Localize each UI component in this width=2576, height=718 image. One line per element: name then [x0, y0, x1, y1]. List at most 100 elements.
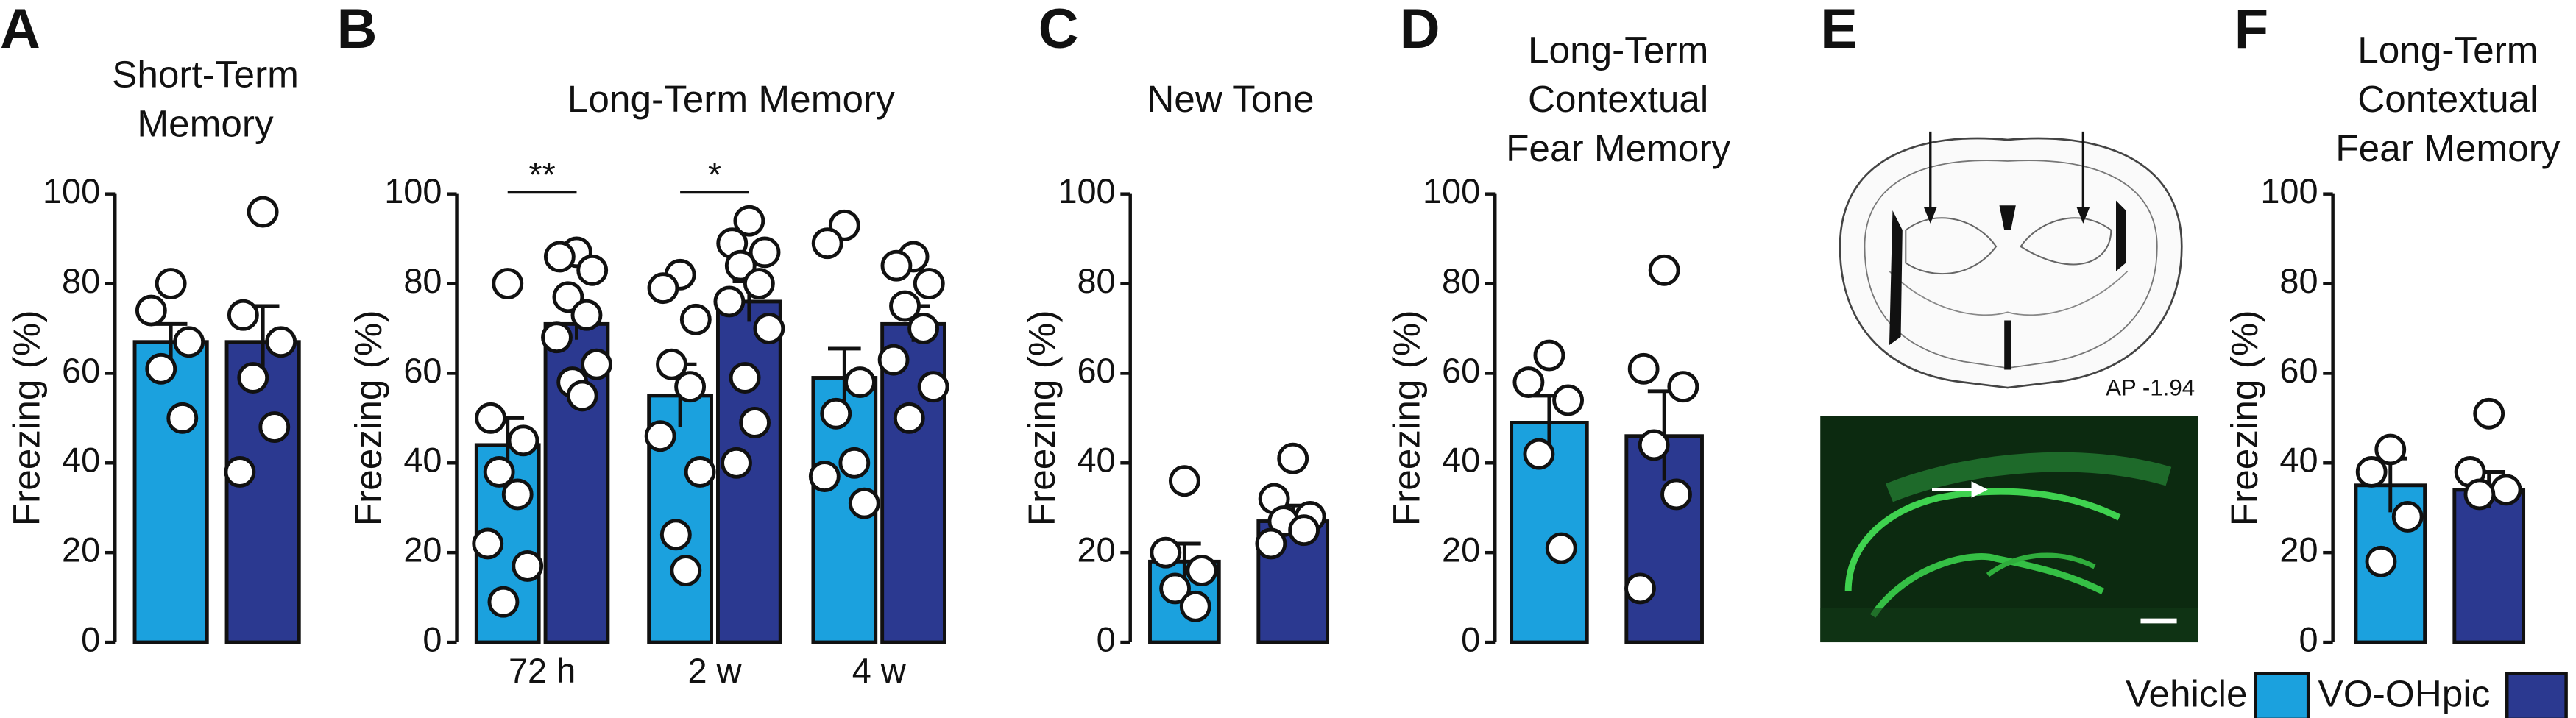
data-point	[749, 236, 781, 269]
x-tick-label: 4 w	[852, 652, 906, 690]
data-point	[258, 411, 291, 443]
y-tick-label: 60	[1442, 352, 1480, 390]
data-point	[2473, 397, 2505, 430]
data-point	[581, 348, 612, 380]
data-point	[501, 478, 534, 511]
chart-title: Short-Term	[112, 54, 299, 96]
data-point	[917, 371, 949, 403]
bar	[132, 340, 209, 644]
data-point	[647, 272, 679, 305]
y-tick-label: 40	[403, 441, 442, 480]
y-tick-label: 0	[422, 620, 442, 658]
atlas-image: AP -1.94	[1820, 118, 2198, 411]
data-point	[224, 456, 256, 488]
data-point	[907, 313, 939, 344]
y-tick-label: 40	[1077, 441, 1115, 480]
chart-title: Long-Term	[1528, 29, 1708, 71]
data-point	[472, 527, 504, 560]
error-bar	[828, 346, 861, 408]
data-point	[659, 519, 692, 551]
y-tick-label: 100	[384, 172, 442, 210]
y-axis-label: Freezing (%)	[347, 310, 389, 526]
data-point	[1277, 442, 1309, 474]
chart-title: Fear Memory	[2335, 127, 2560, 169]
y-tick-label: 20	[62, 531, 100, 569]
data-point	[724, 249, 757, 282]
x-tick-label: 72 h	[509, 652, 576, 690]
data-point	[1186, 555, 1218, 586]
y-axis-label: Freezing (%)	[6, 310, 48, 526]
y-tick-label: 100	[1058, 172, 1115, 210]
y-tick-label: 80	[1077, 262, 1115, 300]
chart-title: Long-Term Memory	[567, 78, 895, 120]
data-point	[1523, 438, 1555, 470]
y-tick-label: 0	[81, 620, 100, 658]
data-point	[753, 313, 785, 344]
data-point	[2490, 474, 2522, 506]
y-tick-label: 0	[1461, 620, 1480, 658]
data-point	[227, 299, 259, 331]
data-point	[1545, 532, 1577, 564]
data-point	[2355, 456, 2388, 488]
data-point	[721, 447, 752, 479]
data-point	[1667, 371, 1699, 403]
data-point	[811, 227, 843, 260]
panel-letter: E	[1820, 0, 1858, 60]
data-point	[644, 420, 676, 452]
data-point	[848, 487, 880, 519]
data-point	[173, 326, 205, 358]
legend-swatch	[2254, 672, 2310, 718]
data-point	[889, 290, 921, 322]
legend-swatch	[2505, 672, 2568, 718]
data-point	[684, 456, 716, 488]
data-point	[247, 196, 279, 228]
panel-letter: B	[337, 0, 378, 60]
y-tick-label: 80	[2279, 262, 2318, 300]
data-point	[566, 380, 598, 412]
data-point	[739, 407, 771, 438]
y-tick-label: 60	[2279, 352, 2318, 390]
data-point	[733, 205, 765, 237]
y-axis-label: Freezing (%)	[1021, 310, 1063, 526]
y-tick-label: 80	[1442, 262, 1480, 300]
data-point	[265, 326, 297, 358]
data-point	[145, 352, 177, 385]
data-point	[135, 294, 167, 327]
y-tick-label: 0	[2299, 620, 2318, 658]
data-point	[2374, 433, 2407, 466]
y-tick-label: 100	[2260, 172, 2318, 210]
data-point	[880, 249, 913, 282]
y-tick-label: 100	[1423, 172, 1480, 210]
data-point	[2365, 545, 2397, 577]
data-point	[1288, 514, 1320, 547]
panel-letter: F	[2234, 0, 2268, 60]
y-tick-label: 40	[1442, 441, 1480, 480]
data-point	[1638, 429, 1670, 461]
data-point	[844, 366, 876, 399]
data-point	[166, 402, 199, 434]
y-tick-label: 40	[2279, 441, 2318, 480]
y-tick-label: 80	[403, 262, 442, 300]
chart-title: Fear Memory	[1506, 127, 1730, 169]
significance-label: *	[708, 156, 721, 194]
data-point	[1648, 254, 1680, 286]
data-point	[1624, 572, 1656, 605]
data-point	[679, 303, 712, 335]
data-point	[1159, 572, 1192, 605]
data-point	[237, 362, 269, 394]
chart-title: Long-Term	[2357, 29, 2538, 71]
y-axis-label: Freezing (%)	[1386, 310, 1428, 526]
data-point	[729, 362, 761, 394]
data-point	[838, 447, 871, 479]
data-point	[155, 268, 187, 299]
error-bar	[154, 321, 188, 360]
y-tick-label: 60	[1077, 352, 1115, 390]
chart-title: New Tone	[1147, 78, 1314, 120]
data-point	[1179, 590, 1211, 622]
data-point	[483, 456, 515, 488]
data-point	[1150, 536, 1182, 569]
chart-title: Memory	[137, 103, 274, 145]
data-point	[2463, 478, 2496, 511]
data-point	[541, 321, 573, 354]
